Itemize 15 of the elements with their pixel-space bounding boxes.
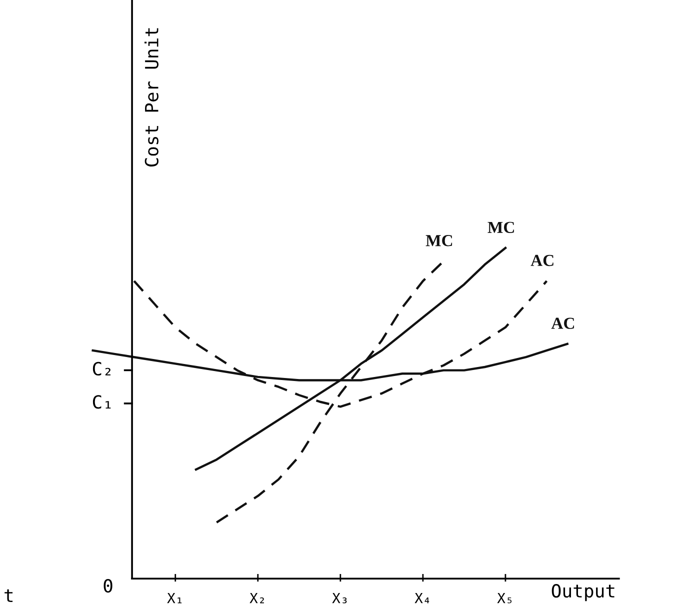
annotation: C₁: [92, 395, 111, 409]
annotation: C₂: [92, 362, 110, 376]
series-label: MC: [488, 222, 514, 234]
text: 0: [104, 578, 112, 593]
text: t: [4, 589, 13, 602]
x-tick-label: X₄: [414, 593, 430, 604]
series-label: AC: [530, 254, 554, 266]
x-axis-title: Output: [552, 584, 614, 602]
y-axis-title: Cost Per Unit: [144, 28, 158, 167]
x-tick-label: X₅: [497, 593, 512, 604]
series-label: MC: [426, 235, 452, 246]
x-tick-label: X₂: [250, 593, 264, 604]
x-tick-label: X₁: [167, 593, 182, 604]
series-label: AC: [551, 318, 574, 329]
x-tick-label: X₃: [332, 593, 347, 604]
